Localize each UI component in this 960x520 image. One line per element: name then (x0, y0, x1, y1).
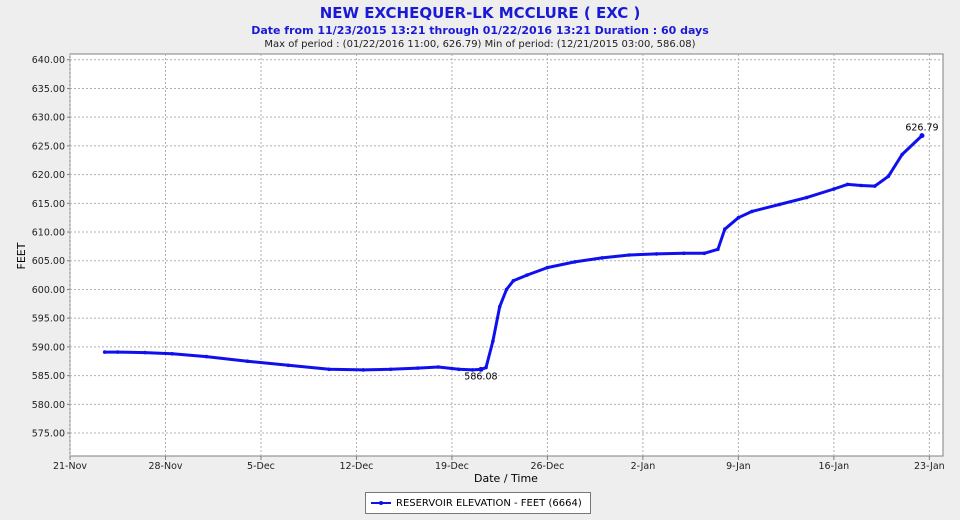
x-tick-label: 23-Jan (914, 461, 945, 472)
plot-area (69, 53, 944, 457)
data-point (115, 350, 120, 354)
y-tick-label: 615.00 (32, 199, 65, 210)
series-group (102, 133, 924, 372)
data-point (457, 367, 461, 372)
data-point (777, 202, 782, 207)
x-tick-label: 21-Nov (53, 461, 87, 472)
data-point (873, 184, 877, 188)
data-point (245, 359, 250, 364)
y-tick-label: 635.00 (32, 84, 65, 95)
annotation-marker (478, 366, 484, 372)
x-tick-label: 5-Dec (247, 461, 275, 472)
data-point (627, 253, 632, 257)
chart-title: NEW EXCHEQUER-LK MCCLURE ( EXC ) (319, 4, 641, 22)
data-point (327, 367, 332, 372)
data-point (886, 174, 891, 179)
data-point (470, 368, 475, 372)
x-tick-label: 12-Dec (340, 461, 374, 472)
y-tick-label: 600.00 (32, 285, 65, 296)
y-tick-label: 580.00 (32, 400, 65, 411)
x-tick-label: 19-Dec (435, 461, 469, 472)
y-tick-label: 640.00 (32, 55, 65, 66)
data-point (484, 365, 488, 370)
legend: RESERVOIR ELEVATION - FEET (6664) (365, 492, 591, 514)
data-point (750, 209, 754, 214)
data-point (702, 251, 707, 256)
data-point (723, 227, 727, 231)
data-point (388, 367, 393, 372)
data-point (143, 350, 147, 355)
y-tick-label: 625.00 (32, 141, 65, 152)
annotation-marker (919, 133, 925, 139)
y-tick-label: 590.00 (32, 342, 65, 353)
data-point (525, 273, 529, 277)
data-point (545, 265, 550, 270)
x-tick-label: 9-Jan (726, 461, 751, 472)
y-tick-label: 575.00 (32, 429, 65, 440)
period-stats: Max of period : (01/22/2016 11:00, 626.7… (264, 39, 696, 50)
y-tick-label: 585.00 (32, 371, 65, 382)
data-point (900, 152, 904, 157)
y-axis-ticks: 575.00 580.00 585.00 590.00 595.00 600.00 605.… (32, 55, 70, 440)
x-tick-label: 2-Jan (631, 461, 656, 472)
data-point (682, 251, 686, 256)
data-point (102, 350, 107, 354)
data-point (361, 368, 366, 372)
annotation-label: 586.08 (464, 371, 497, 382)
data-point (204, 354, 209, 359)
data-point (497, 304, 502, 309)
data-point (845, 182, 850, 187)
y-tick-label: 605.00 (32, 256, 65, 267)
x-tick-label: 26-Dec (530, 461, 564, 472)
x-axis-ticks: 21-Nov 28-Nov 5-Dec 12-Dec 19-Dec 26-Dec 2-Jan… (53, 456, 945, 472)
legend-series-label: RESERVOIR ELEVATION - FEET (6664) (396, 497, 582, 509)
data-point (416, 366, 420, 370)
data-point (572, 260, 577, 264)
y-tick-label: 630.00 (32, 113, 65, 124)
annotations: 586.08 626.79 (464, 123, 938, 383)
y-tick-label: 610.00 (32, 228, 65, 239)
data-point (491, 339, 495, 343)
data-point (511, 279, 516, 283)
y-axis-label: FEET (15, 242, 28, 269)
data-point (436, 365, 441, 369)
data-point (804, 195, 809, 200)
data-point (170, 352, 175, 356)
x-tick-label: 28-Nov (148, 461, 182, 472)
data-point (859, 183, 863, 188)
legend-series-marker (370, 498, 392, 508)
data-point (286, 363, 291, 368)
grid-lines (69, 54, 943, 456)
data-point (832, 187, 836, 191)
y-tick-label: 620.00 (32, 170, 65, 181)
data-point (736, 215, 741, 220)
annotation-label: 626.79 (905, 123, 938, 134)
data-point (716, 247, 720, 252)
x-tick-label: 16-Jan (819, 461, 850, 472)
data-point (600, 256, 604, 260)
x-axis-label: Date / Time (474, 472, 538, 485)
data-point (654, 252, 659, 256)
data-point (504, 287, 509, 292)
chart-subtitle: Date from 11/23/2015 13:21 through 01/22… (251, 24, 709, 37)
y-tick-label: 595.00 (32, 314, 65, 325)
